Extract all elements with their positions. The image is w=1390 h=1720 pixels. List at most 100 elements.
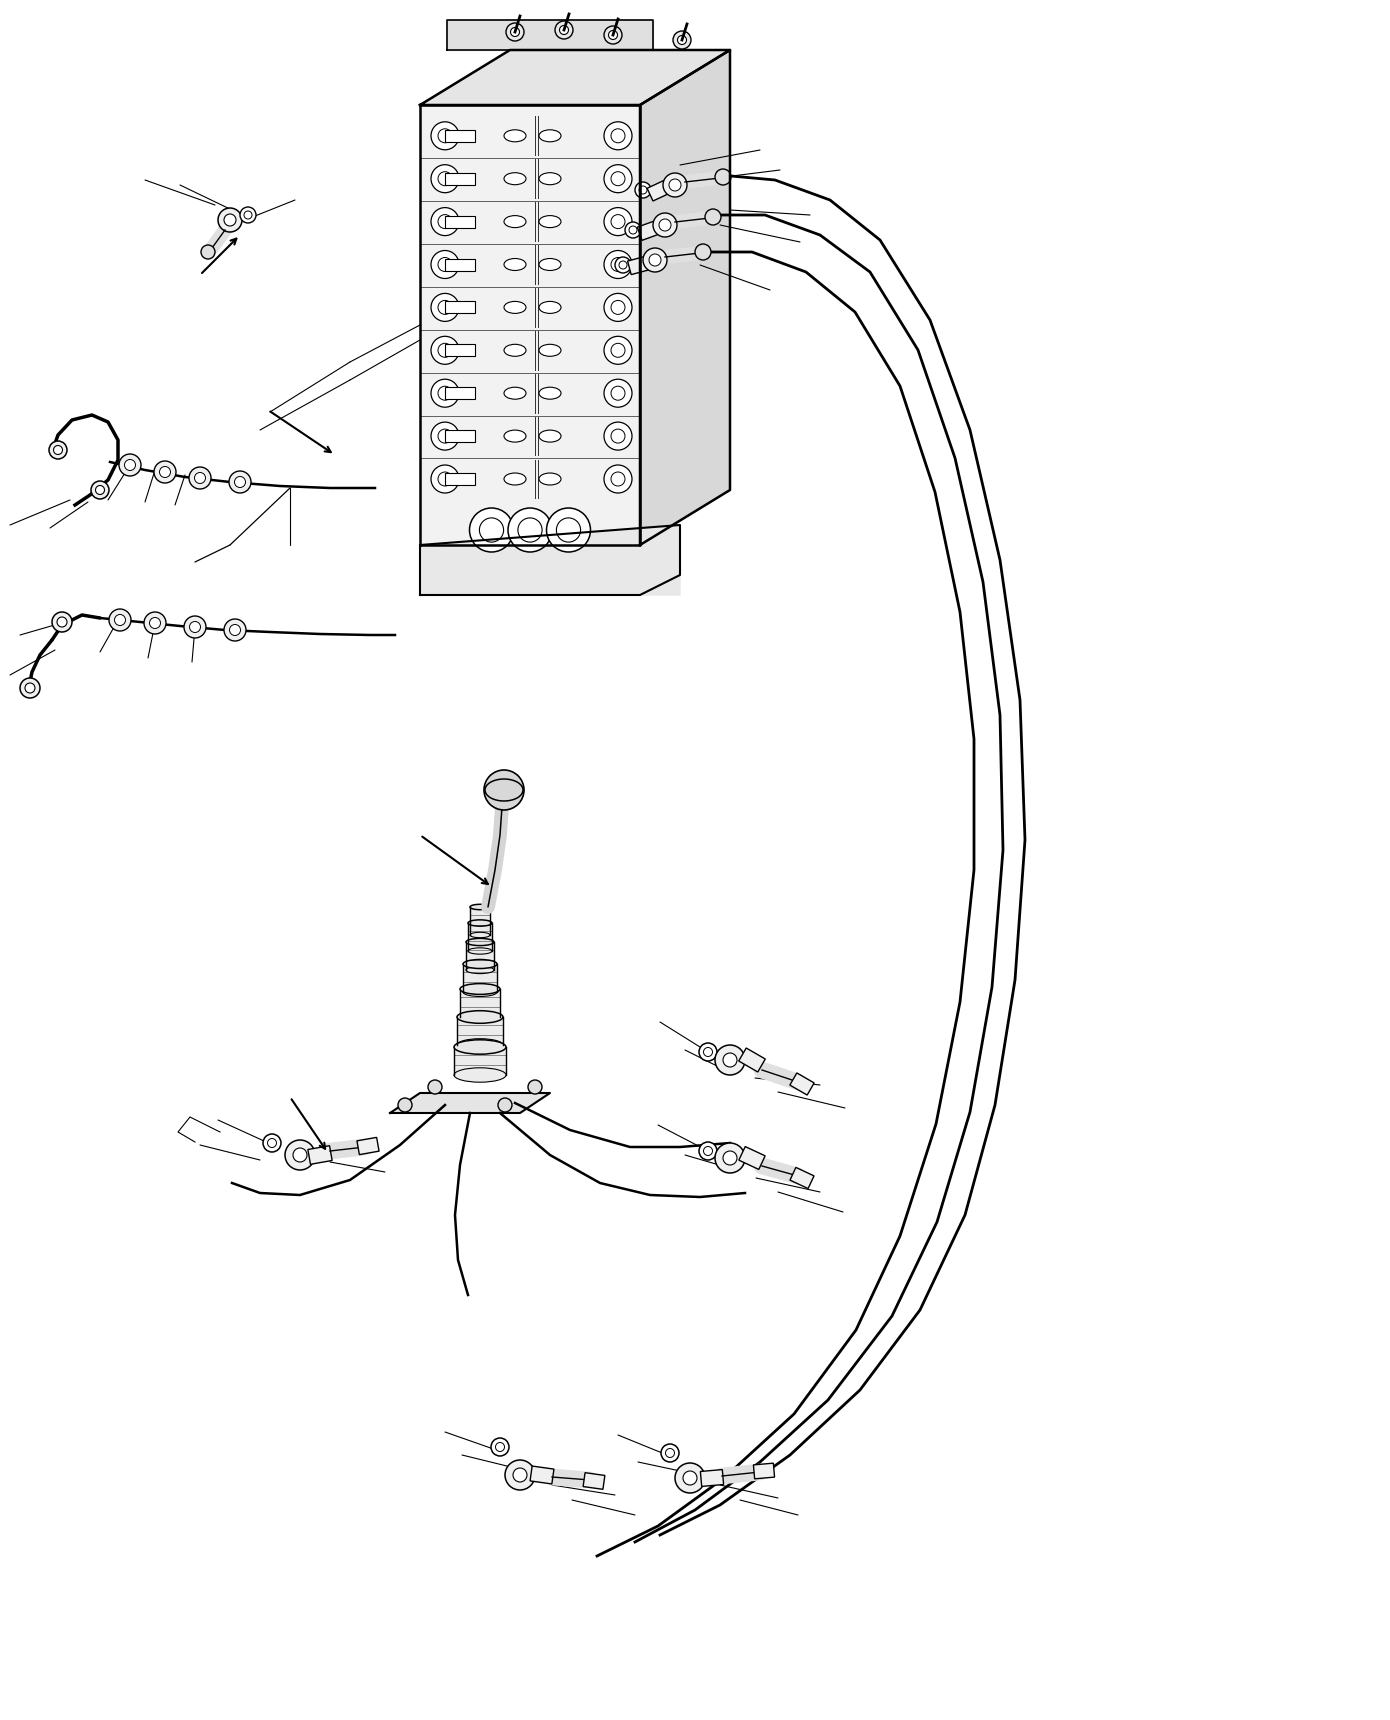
Polygon shape <box>420 105 639 545</box>
Bar <box>445 258 475 270</box>
Circle shape <box>612 387 626 401</box>
Ellipse shape <box>505 387 525 399</box>
Circle shape <box>677 36 687 45</box>
Bar <box>445 129 475 141</box>
Ellipse shape <box>505 473 525 485</box>
Circle shape <box>676 1464 705 1493</box>
Circle shape <box>695 244 712 260</box>
Circle shape <box>605 421 632 451</box>
Circle shape <box>431 421 459 451</box>
Circle shape <box>510 28 520 36</box>
Circle shape <box>662 1445 678 1462</box>
Ellipse shape <box>505 172 525 184</box>
Circle shape <box>605 294 632 322</box>
Circle shape <box>90 482 108 499</box>
Circle shape <box>438 301 452 315</box>
Bar <box>738 1047 766 1072</box>
Circle shape <box>714 1046 745 1075</box>
Circle shape <box>612 428 626 444</box>
Circle shape <box>673 31 691 48</box>
Bar <box>701 1469 724 1486</box>
Bar <box>307 1146 332 1164</box>
Circle shape <box>114 614 125 626</box>
Circle shape <box>605 165 632 193</box>
Ellipse shape <box>505 129 525 141</box>
Circle shape <box>612 172 626 186</box>
Circle shape <box>53 445 63 454</box>
Circle shape <box>438 471 452 487</box>
Circle shape <box>626 222 641 237</box>
Polygon shape <box>639 50 730 545</box>
Circle shape <box>431 378 459 408</box>
Circle shape <box>609 31 617 40</box>
Circle shape <box>614 256 631 273</box>
Circle shape <box>605 464 632 494</box>
Circle shape <box>438 428 452 444</box>
Ellipse shape <box>468 948 492 955</box>
Polygon shape <box>460 989 500 1017</box>
Circle shape <box>263 1133 281 1152</box>
Polygon shape <box>420 525 680 595</box>
Circle shape <box>605 26 621 45</box>
Circle shape <box>612 258 626 272</box>
Ellipse shape <box>539 215 562 227</box>
Circle shape <box>612 471 626 487</box>
Circle shape <box>438 215 452 229</box>
Polygon shape <box>448 21 653 50</box>
Polygon shape <box>457 1017 503 1046</box>
Circle shape <box>229 471 252 494</box>
Circle shape <box>498 1097 512 1113</box>
Bar <box>790 1168 815 1189</box>
Circle shape <box>150 617 160 628</box>
Circle shape <box>431 337 459 365</box>
Ellipse shape <box>505 430 525 442</box>
Circle shape <box>682 1471 696 1484</box>
Circle shape <box>546 507 591 552</box>
Polygon shape <box>470 906 491 936</box>
Ellipse shape <box>470 932 491 937</box>
Ellipse shape <box>457 1039 503 1051</box>
Circle shape <box>659 218 671 230</box>
Circle shape <box>619 261 627 268</box>
Circle shape <box>438 344 452 358</box>
Circle shape <box>285 1140 316 1170</box>
Circle shape <box>398 1097 411 1113</box>
Bar <box>739 1147 764 1170</box>
Bar <box>445 172 475 184</box>
Circle shape <box>663 174 687 198</box>
Ellipse shape <box>539 129 562 141</box>
Polygon shape <box>391 1092 550 1113</box>
Bar <box>530 1465 555 1484</box>
Ellipse shape <box>505 344 525 356</box>
Bar <box>584 1472 605 1490</box>
Ellipse shape <box>539 473 562 485</box>
Circle shape <box>189 621 200 633</box>
Bar <box>357 1137 379 1154</box>
Circle shape <box>108 609 131 631</box>
Circle shape <box>612 301 626 315</box>
Circle shape <box>293 1147 307 1163</box>
Ellipse shape <box>539 387 562 399</box>
Circle shape <box>51 612 72 631</box>
Circle shape <box>431 208 459 236</box>
Circle shape <box>19 678 40 698</box>
Ellipse shape <box>539 172 562 184</box>
Ellipse shape <box>455 1068 506 1082</box>
Circle shape <box>229 624 240 635</box>
Ellipse shape <box>455 1041 506 1054</box>
Circle shape <box>491 1438 509 1457</box>
Bar <box>445 473 475 485</box>
Ellipse shape <box>460 1011 500 1022</box>
Ellipse shape <box>468 920 492 925</box>
Polygon shape <box>420 50 730 105</box>
Polygon shape <box>455 1047 506 1075</box>
Circle shape <box>235 476 246 487</box>
Circle shape <box>705 210 721 225</box>
Circle shape <box>224 619 246 642</box>
Circle shape <box>653 213 677 237</box>
Circle shape <box>480 518 503 542</box>
Circle shape <box>714 1144 745 1173</box>
Circle shape <box>649 255 662 267</box>
Circle shape <box>240 206 256 224</box>
Circle shape <box>57 617 67 628</box>
